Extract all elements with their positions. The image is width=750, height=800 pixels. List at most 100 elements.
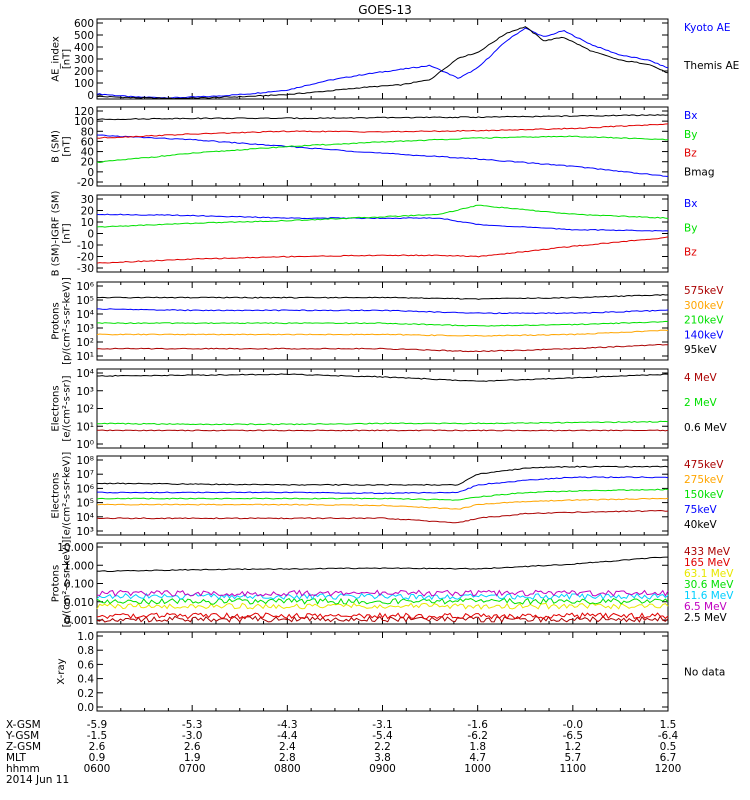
x-row-value: -4.4 — [277, 730, 298, 742]
x-row-value: 0.9 — [89, 752, 106, 764]
x-row-value: 1200 — [655, 763, 682, 775]
panel-4: 10⁶ 10⁵ 10⁴ 10³ 10² 10¹ Protons [p/(cm²-s-sr-ke… — [51, 277, 725, 365]
panel-5: 10⁴ 10³ 10² 10¹ 10⁰ Electrons [e/(cm²-s-sr)] 4 … — [51, 368, 728, 451]
x-row-value: 0600 — [84, 763, 111, 775]
y-tick-label: 80 — [81, 126, 94, 138]
y-tick-label: 10² — [76, 337, 94, 349]
y-axis-label: [e/(cm²-s-sr-keV)] — [62, 452, 73, 540]
series-line-6.5-mev — [96, 589, 669, 597]
y-tick-label: 10⁶ — [76, 483, 94, 495]
y-axis-label: X-ray — [56, 658, 67, 684]
y-tick-label: 10³ — [76, 386, 94, 398]
series-line-165-mev — [96, 612, 669, 620]
y-tick-label: 0.100 — [64, 579, 94, 591]
x-row-value: -1.5 — [87, 730, 108, 742]
y-tick-label: 500 — [74, 30, 94, 42]
x-row-value: 0.5 — [660, 741, 677, 753]
legend-entry: Themis AE — [683, 60, 739, 72]
legend-entry: 2.5 MeV — [684, 612, 728, 624]
y-tick-label: 10¹ — [76, 351, 94, 363]
legend-entry: 40keV — [684, 519, 718, 531]
series-line-30.6-mev — [96, 597, 669, 605]
y-tick-label: 10⁶ — [76, 281, 94, 293]
x-row-value: 0700 — [179, 763, 206, 775]
series-line-bx — [96, 134, 669, 177]
series-line-bz — [96, 236, 669, 264]
y-tick-label: 10⁵ — [76, 295, 94, 307]
x-row-label: Z-GSM — [6, 741, 41, 753]
y-axis-label: [p/(cm²-s-sr-keV)] — [62, 540, 73, 628]
legend-entry: 150keV — [684, 489, 724, 501]
series-line-11.6-mev — [96, 592, 669, 601]
y-tick-label: 20 — [81, 206, 94, 218]
y-tick-label: 10² — [76, 404, 94, 416]
panel-frame — [96, 455, 669, 536]
x-row-value: -4.3 — [277, 719, 298, 731]
legend-entry: Bz — [684, 247, 697, 259]
y-axis-label: B (SM) — [51, 130, 62, 163]
y-tick-label: 10³ — [76, 323, 94, 335]
legend-entry: 165 MeV — [684, 557, 731, 569]
series-line-bz — [96, 123, 669, 139]
legend-entry: 30.6 MeV — [684, 579, 734, 591]
x-row-value: 4.7 — [469, 752, 486, 764]
series-line-2-mev — [97, 420, 669, 426]
y-tick-label: 10⁴ — [76, 512, 94, 524]
legend-entry: 11.6 MeV — [684, 590, 734, 602]
legend-entry: Bmag — [684, 166, 715, 178]
y-tick-label: 200 — [74, 66, 94, 78]
y-tick-label: 10¹ — [76, 421, 94, 433]
y-tick-label: 0.6 — [77, 659, 94, 671]
panel-frame — [96, 631, 669, 712]
series-line-bmag — [96, 114, 669, 121]
x-row-value: 1100 — [559, 763, 586, 775]
y-tick-label: 0 — [87, 229, 94, 241]
y-tick-label: 10⁸ — [76, 455, 94, 467]
x-row-value: 0900 — [369, 763, 396, 775]
series-line-210kev — [97, 320, 669, 327]
legend-entry: 63.1 MeV — [684, 568, 734, 580]
y-axis-label: B (SM)-IGRF (SM) — [51, 191, 62, 277]
series-line-300kev — [96, 329, 669, 337]
y-tick-label: 10⁷ — [76, 469, 94, 481]
panel-7: 10.000 1.000 0.100 0.010 0.001 Protons [p/(cm²… — [51, 540, 735, 628]
y-axis-label: Protons — [51, 565, 62, 602]
panel-frame — [96, 106, 669, 187]
x-row-value: -5.3 — [182, 719, 203, 731]
x-row-value: -3.1 — [372, 719, 393, 731]
x-row-value: 2.6 — [184, 741, 201, 753]
legend-entry: 6.5 MeV — [684, 601, 728, 613]
x-row-value: -6.2 — [467, 730, 488, 742]
x-row-value: -0.0 — [563, 719, 584, 731]
x-row-value: 1.5 — [660, 719, 677, 731]
x-row-label: Y-GSM — [5, 730, 39, 742]
series-line-150kev — [96, 488, 669, 501]
x-row-label: X-GSM — [6, 719, 41, 731]
x-row-value: -1.6 — [467, 719, 488, 731]
series-line-575kev — [97, 344, 669, 353]
y-tick-label: 0.4 — [77, 674, 94, 686]
panel-frame — [96, 368, 669, 449]
series-line-themis-ae — [96, 26, 669, 100]
y-tick-label: -30 — [77, 263, 94, 275]
y-axis-label: Protons — [51, 302, 62, 339]
y-tick-label: 40 — [81, 147, 94, 159]
y-tick-label: 0.001 — [64, 615, 94, 627]
y-axis-label: [nT] — [62, 49, 73, 69]
y-tick-label: 10⁵ — [76, 498, 94, 510]
y-tick-label: 600 — [74, 18, 94, 30]
y-tick-label: 1.000 — [64, 560, 94, 572]
panel-frame — [96, 18, 669, 100]
y-tick-label: 10⁴ — [76, 368, 94, 380]
y-tick-label: 30 — [81, 194, 94, 206]
x-row-value: 3.8 — [374, 752, 391, 764]
y-axis-label: [nT] — [62, 136, 73, 156]
y-tick-label: -10 — [77, 240, 94, 252]
y-axis-label: AE_index — [51, 36, 62, 82]
legend-entry: 140keV — [684, 329, 724, 341]
panel-6: 10⁸ 10⁷ 10⁶ 10⁵ 10⁴ 10³ Electrons [e/(cm²-s-sr-… — [51, 452, 725, 540]
x-row-value: 0800 — [274, 763, 301, 775]
y-tick-label: 100 — [74, 116, 94, 128]
